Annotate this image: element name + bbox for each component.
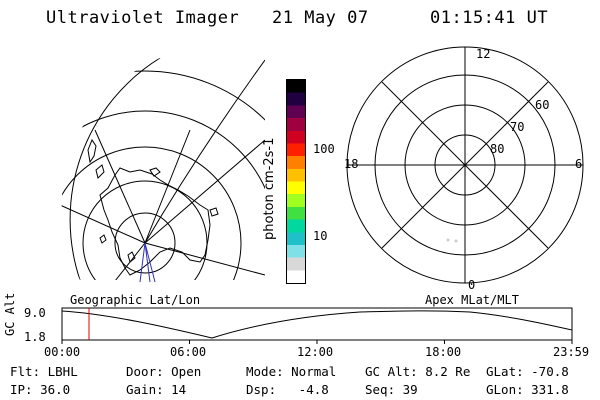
- apex-caption: Apex MLat/MLT: [425, 293, 519, 307]
- orbit-xtick-1800: 18:00: [425, 345, 462, 359]
- gain-value: Gain: 14: [126, 382, 187, 397]
- dsp-value: Dsp: -4.8: [246, 382, 329, 397]
- orbit-ylabel: GC Alt: [3, 292, 17, 336]
- glat-value: GLat: -70.8: [486, 364, 569, 379]
- colorbar-tick-100: 100: [313, 142, 335, 156]
- gc-alt-value: GC Alt: 8.2 Re: [365, 364, 471, 379]
- orbit-xtick-0600: 06:00: [170, 345, 207, 359]
- mlt-label-0: 0: [468, 278, 476, 292]
- orbit-xtick-0000: 00:00: [44, 345, 81, 359]
- orbit-xtick-2359: 23:59: [553, 345, 590, 359]
- orbit-ytick-1.8: 1.8: [24, 330, 46, 344]
- geographic-caption: Geographic Lat/Lon: [70, 293, 201, 307]
- filter-value: Flt: LBHL: [10, 364, 78, 379]
- door-value: Door: Open: [126, 364, 202, 379]
- orbit-xtick-1200: 12:00: [297, 345, 334, 359]
- lat-label-60: 60: [535, 98, 550, 112]
- colorbar-tick-10: 10: [313, 229, 328, 243]
- colorbar-label: photon cm-2s-1: [262, 137, 277, 240]
- date-label: 21 May 07: [272, 8, 369, 28]
- glon-value: GLon: 331.8: [486, 382, 569, 397]
- mode-value: Mode: Normal: [246, 364, 337, 379]
- orbit-ytick-9: 9.0: [24, 306, 46, 320]
- mlt-label-6: 6: [575, 157, 583, 171]
- colorbar: [286, 79, 306, 284]
- lat-label-70: 70: [510, 120, 525, 134]
- mlt-label-12: 12: [476, 47, 491, 61]
- lat-label-80: 80: [490, 142, 505, 156]
- mlt-label-18: 18: [344, 157, 359, 171]
- instrument-title: Ultraviolet Imager: [46, 8, 240, 28]
- ip-value: IP: 36.0: [10, 382, 71, 397]
- seq-value: Seq: 39: [365, 382, 418, 397]
- time-label: 01:15:41 UT: [430, 8, 549, 28]
